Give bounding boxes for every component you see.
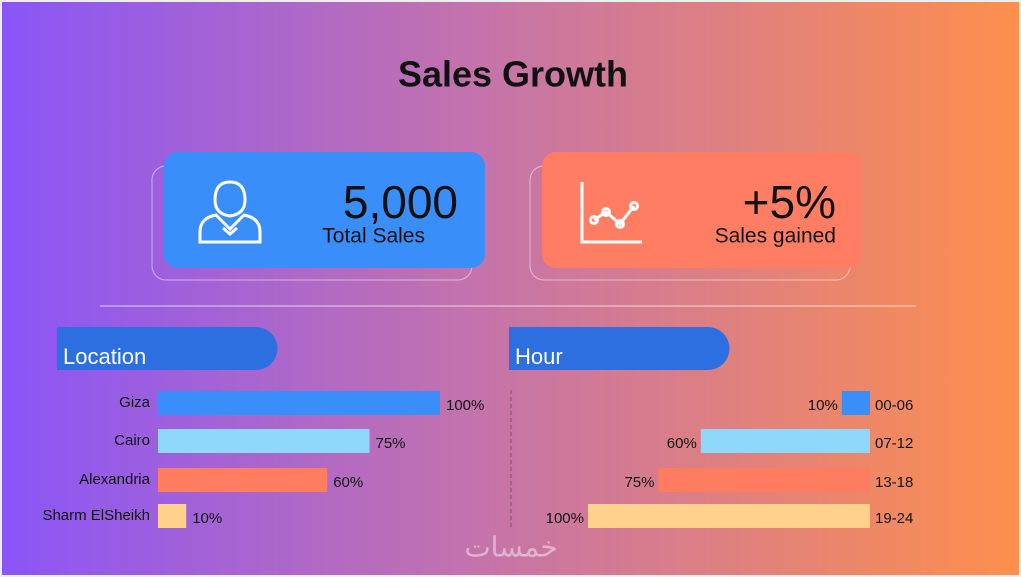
category-label: Alexandria: [79, 471, 151, 488]
value-label: 60%: [333, 474, 363, 491]
value-label: 10%: [192, 510, 222, 527]
bar: [158, 391, 440, 415]
watermark: خمسات: [464, 531, 557, 562]
bar: [588, 504, 870, 528]
value-label: 100%: [546, 510, 584, 527]
card: [164, 152, 485, 268]
card-label: Total Sales: [322, 225, 425, 248]
section-header: [57, 327, 278, 370]
category-label: 00-06: [875, 397, 913, 414]
category-label: Cairo: [114, 432, 150, 449]
page-title: Sales Growth: [398, 54, 628, 95]
card-value: +5%: [743, 176, 836, 228]
person-icon: [198, 180, 262, 244]
value-label: 100%: [446, 397, 484, 414]
category-label: 07-12: [875, 435, 913, 452]
category-label: 19-24: [875, 510, 913, 527]
card-value: 5,000: [343, 176, 458, 228]
category-label: Giza: [119, 394, 151, 411]
bar: [158, 504, 187, 528]
chart-icon: [580, 182, 642, 244]
bar: [158, 429, 370, 453]
category-label: 13-18: [875, 474, 913, 491]
bar: [658, 468, 870, 492]
category-label: Sharm ElSheikh: [42, 507, 150, 524]
bar: [841, 391, 870, 415]
card-label: Sales gained: [715, 225, 836, 248]
section-title: Hour: [515, 344, 563, 369]
bar: [700, 429, 870, 453]
value-label: 75%: [376, 435, 406, 452]
value-label: 75%: [624, 474, 654, 491]
bar: [158, 468, 328, 492]
section-title: Location: [63, 344, 146, 369]
card: [542, 152, 862, 268]
value-label: 10%: [808, 397, 838, 414]
value-label: 60%: [667, 435, 697, 452]
section-header: [509, 327, 730, 370]
